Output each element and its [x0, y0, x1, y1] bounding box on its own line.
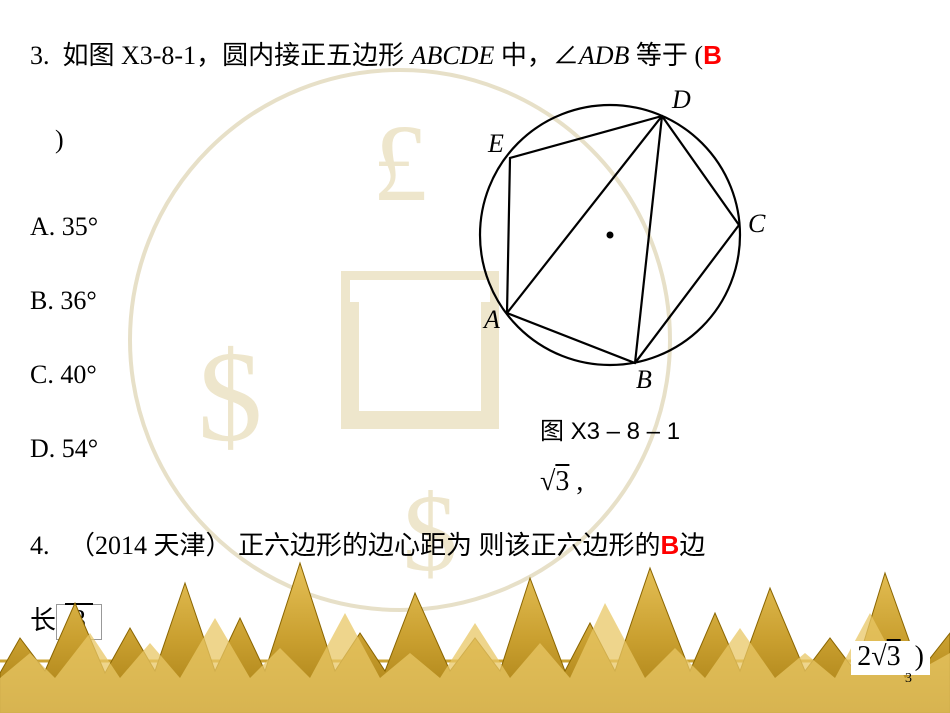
q3-choice-a: A. 35° [30, 190, 920, 264]
q4-text2: 边 [679, 531, 705, 560]
q4-text1: 正六边形的边心距为 则该正六边形的 [238, 531, 661, 560]
page-sub-3: 3 [905, 671, 912, 687]
q3-close-paren: ) [55, 125, 64, 154]
q4-end-paren: ) [915, 641, 924, 672]
q3-text-2: 中，∠ [494, 41, 579, 70]
question-3-stem: 3. 如图 X3-8-1，圆内接正五边形 ABCDE 中，∠ADB 等于 (B … [30, 35, 920, 160]
q3-text-3: 等于 ( [629, 41, 703, 70]
q4-source: （2014 天津） [69, 531, 232, 560]
q3-answer: B [703, 40, 722, 70]
q4-prefix: 长 [30, 606, 56, 635]
q3-choices: A. 35° B. 36° C. 40° D. 54° [30, 190, 920, 486]
q4-end-value: 2√3 ) [851, 641, 930, 675]
q3-choice-b: B. 36° [30, 264, 920, 338]
q3-adb: ADB [579, 41, 630, 70]
q4-answer: B [661, 530, 680, 560]
q4-last-line: 长 3 [30, 600, 920, 640]
q3-abcde: ABCDE [411, 41, 495, 70]
q3-text-1: 如图 X3-8-1，圆内接正五边形 [63, 41, 411, 70]
q3-choice-d: D. 54° [30, 412, 920, 486]
q4-number: 4. [30, 531, 50, 560]
q4-sqrt3-box: 3 [56, 604, 102, 640]
q3-choice-c: C. 40° [30, 338, 920, 412]
question-4-stem: 4. （2014 天津） 正六边形的边心距为 则该正六边形的B边 [30, 521, 920, 570]
q3-number: 3. [30, 41, 50, 70]
